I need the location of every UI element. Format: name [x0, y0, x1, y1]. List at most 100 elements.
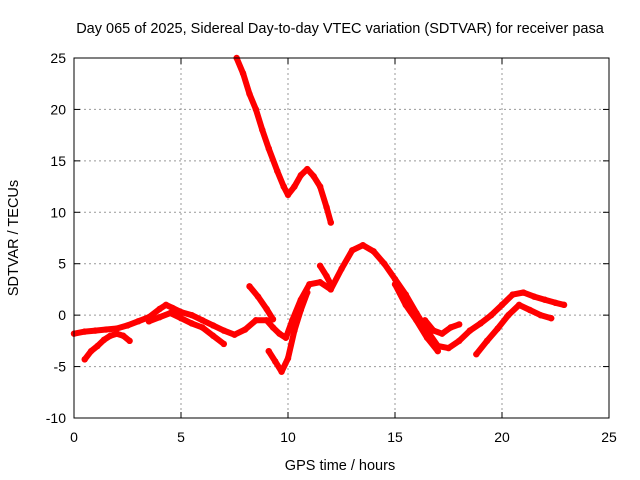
plot-frame — [73, 57, 610, 419]
data-point — [284, 355, 292, 362]
data-point — [477, 320, 484, 327]
data-point — [526, 306, 534, 314]
data-point — [381, 260, 388, 267]
data-point — [199, 324, 206, 331]
data-point — [421, 317, 429, 324]
series-line — [233, 55, 334, 226]
data-point — [254, 293, 262, 300]
series-high-branch — [233, 54, 334, 226]
data-point — [430, 327, 437, 334]
data-point — [92, 327, 99, 334]
data-point — [259, 126, 266, 134]
data-point — [520, 289, 527, 296]
data-point — [505, 311, 512, 319]
data-point — [276, 330, 283, 337]
data-point — [231, 331, 238, 338]
data-point — [370, 248, 377, 255]
data-point — [169, 304, 176, 312]
data-point — [124, 322, 131, 329]
data-point — [239, 70, 247, 77]
data-point — [135, 318, 142, 325]
data-point — [473, 351, 480, 358]
y-tick-label: 5 — [58, 256, 66, 272]
x-axis-label: GPS time / hours — [285, 458, 395, 474]
x-tick-label: 10 — [280, 429, 296, 445]
data-point — [102, 326, 110, 333]
data-point — [252, 317, 260, 324]
data-point — [438, 330, 446, 337]
data-point — [494, 325, 501, 332]
data-point — [537, 311, 544, 319]
data-point — [316, 183, 324, 190]
data-point — [316, 262, 324, 269]
data-point — [269, 316, 277, 323]
data-point — [100, 336, 108, 344]
data-point — [338, 265, 345, 273]
data-point — [349, 247, 356, 254]
series-upper-branch-b — [316, 262, 334, 288]
data-point — [509, 291, 516, 298]
y-tick-label: 10 — [50, 204, 66, 220]
data-point — [113, 325, 121, 332]
data-point — [456, 321, 463, 328]
y-tick-label: 15 — [50, 153, 66, 169]
data-point — [274, 167, 281, 175]
data-point — [246, 283, 253, 290]
data-point — [282, 334, 290, 341]
data-point — [269, 324, 277, 331]
data-point — [456, 337, 463, 345]
data-point — [81, 328, 88, 335]
data-point — [94, 342, 101, 350]
data-point — [291, 183, 298, 190]
y-axis-label: SDTVAR / TECUs — [6, 180, 22, 296]
data-point — [167, 309, 174, 317]
data-point — [263, 305, 270, 313]
x-tick-label: 20 — [494, 429, 510, 445]
data-point — [242, 326, 249, 333]
data-point — [199, 317, 206, 324]
data-point — [498, 301, 506, 309]
data-point — [87, 347, 95, 355]
data-point — [113, 330, 121, 337]
series-tail-branch — [473, 301, 555, 358]
data-point — [327, 219, 334, 226]
data-point — [306, 281, 313, 288]
data-point — [391, 281, 399, 288]
series-lower-branch-c — [265, 289, 311, 375]
data-point — [289, 317, 296, 324]
series-line — [246, 283, 276, 323]
data-point — [466, 327, 474, 334]
data-point — [447, 324, 454, 331]
y-tick-label: -10 — [46, 410, 66, 426]
data-point — [188, 311, 195, 319]
x-tick-label: 0 — [70, 429, 78, 445]
data-point — [209, 332, 217, 339]
data-point — [284, 191, 292, 198]
data-point — [423, 334, 431, 341]
data-point — [327, 281, 334, 288]
data-point — [220, 340, 227, 348]
y-tick-label: 0 — [58, 307, 66, 323]
data-point — [220, 327, 227, 334]
data-series — [70, 54, 568, 375]
data-point — [263, 317, 270, 324]
data-point — [126, 337, 133, 345]
data-point — [177, 308, 185, 316]
data-point — [188, 320, 195, 327]
data-point — [560, 301, 568, 309]
data-point — [304, 289, 311, 296]
data-point — [246, 90, 253, 98]
data-point — [323, 203, 330, 211]
x-tick-label: 5 — [177, 429, 185, 445]
data-point — [530, 293, 538, 300]
data-point — [413, 317, 420, 324]
series-lower-branch-b — [145, 309, 227, 348]
y-tick-label: 25 — [50, 50, 66, 66]
x-tick-label: 15 — [387, 429, 403, 445]
data-point — [434, 347, 441, 355]
data-point — [145, 318, 153, 325]
axis-ticks: 0 5 10 15 20 25 -10 -5 0 5 10 15 20 25 — [46, 50, 617, 445]
data-point — [483, 337, 491, 345]
data-point — [265, 145, 272, 152]
data-point — [177, 315, 185, 322]
